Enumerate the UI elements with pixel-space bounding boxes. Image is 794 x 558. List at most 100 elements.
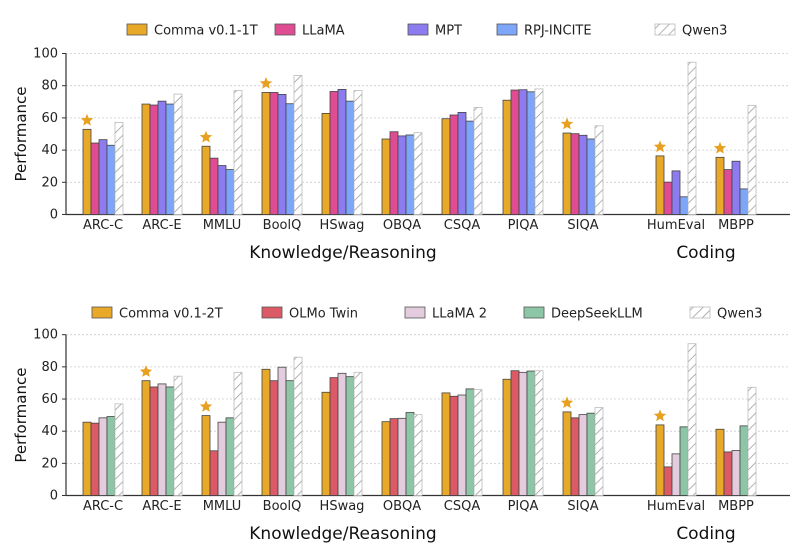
bar-piqa-3 [518, 89, 528, 215]
bar-siqa-2 [570, 417, 580, 496]
bar-siqa-1 [562, 132, 572, 215]
star-icon [199, 400, 213, 412]
legend-swatch [126, 23, 148, 36]
bar-boolq-2 [269, 92, 279, 215]
y-tick-label: 40 [41, 424, 58, 439]
bar-csqa-5 [473, 388, 483, 496]
bar-hswag-1 [321, 112, 331, 215]
x-tick-label: ARC-E [142, 499, 181, 514]
group-label: Coding [676, 524, 735, 544]
bar-mbpp-5 [747, 386, 757, 496]
bar-boolq-3 [277, 366, 287, 496]
legend-label: Qwen3 [682, 24, 727, 39]
x-tick-label: SIQA [567, 218, 598, 233]
bar-piqa-5 [534, 370, 544, 496]
bar-humeval-5 [687, 61, 697, 215]
bar-hswag-5 [353, 90, 363, 215]
bar-mbpp-5 [747, 104, 757, 215]
bar-humeval-3 [671, 170, 681, 215]
bar-mbpp-1 [715, 428, 725, 496]
star-icon [560, 396, 574, 409]
bar-csqa-2 [449, 114, 459, 215]
legend-swatch [689, 306, 711, 319]
x-tick-label: MBPP [718, 218, 754, 233]
bar-obqa-5 [413, 414, 423, 496]
bar-csqa-3 [457, 112, 467, 215]
bar-arc-e-1 [141, 380, 151, 496]
bar-humeval-3 [671, 453, 681, 496]
bar-mbpp-4 [739, 188, 749, 215]
bar-hswag-5 [353, 371, 363, 496]
x-tick-label: BoolQ [263, 499, 302, 514]
y-tick-label: 80 [41, 79, 58, 94]
bar-mmlu-4 [225, 169, 235, 215]
bar-siqa-4 [586, 412, 596, 496]
y-axis-label: Performance [12, 86, 30, 181]
bar-mbpp-1 [715, 156, 725, 215]
bar-csqa-2 [449, 395, 459, 496]
bar-arc-e-5 [173, 375, 183, 496]
bar-arc-c-3 [98, 417, 108, 496]
x-tick-label: PIQA [508, 218, 539, 233]
y-tick-label: 100 [33, 47, 58, 62]
bar-arc-c-3 [98, 139, 108, 215]
bar-mmlu-5 [233, 371, 243, 496]
star-icon [653, 409, 667, 422]
star-icon [259, 77, 273, 89]
legend-swatch [274, 23, 296, 36]
legend-swatch [496, 23, 518, 36]
legend-label: LLaMA [302, 24, 345, 39]
legend-label: Comma v0.1-2T [119, 307, 223, 322]
star-icon [199, 130, 213, 143]
x-tick-label: ARC-C [83, 218, 123, 233]
bar-arc-c-5 [114, 403, 124, 496]
bar-humeval-4 [679, 196, 689, 215]
bar-obqa-4 [405, 412, 415, 496]
bar-piqa-1 [502, 99, 512, 215]
bar-hswag-3 [337, 372, 347, 496]
bar-mmlu-4 [225, 417, 235, 496]
chart-panel-1: 0 20 40 60 80 100 Performance ARC-C ARC-E MMLU Boo… [12, 23, 790, 263]
bar-hswag-1 [321, 391, 331, 496]
bar-arc-e-4 [165, 386, 175, 496]
legend-label: RPJ-INCITE [524, 24, 592, 39]
bar-piqa-5 [534, 88, 544, 215]
y-tick-label: 20 [41, 456, 58, 471]
bar-siqa-3 [578, 414, 588, 496]
legend-label: MPT [435, 24, 462, 39]
bar-boolq-5 [293, 74, 303, 215]
bar-csqa-3 [457, 394, 467, 496]
bar-mmlu-1 [201, 415, 211, 496]
bar-piqa-2 [510, 89, 520, 215]
star-icon [713, 141, 727, 154]
star-icon [653, 140, 667, 153]
x-tick-label: HumEval [647, 499, 705, 514]
group-label: Coding [676, 243, 735, 263]
legend: Comma v0.1-1T LLaMA MPT RPJ-INCITE Qwen3 [126, 23, 727, 39]
bar-siqa-4 [586, 138, 596, 215]
x-tick-label: MMLU [203, 218, 242, 233]
bar-arc-c-5 [114, 122, 124, 215]
bar-mmlu-2 [209, 450, 219, 496]
legend-swatch [523, 306, 545, 319]
bar-arc-c-4 [106, 416, 116, 496]
legend: Comma v0.1-2T OLMo Twin LLaMA 2 DeepSeekLLM… [91, 306, 762, 322]
y-axis-label: Performance [12, 368, 30, 463]
bar-obqa-2 [389, 418, 399, 496]
bar-obqa-3 [397, 417, 407, 496]
bar-obqa-3 [397, 135, 407, 215]
bar-mbpp-2 [723, 451, 733, 496]
bar-arc-c-1 [82, 421, 92, 496]
x-tick-label: OBQA [383, 499, 421, 514]
x-tick-label: HSwag [320, 499, 365, 514]
bar-obqa-4 [405, 134, 415, 215]
bar-siqa-3 [578, 134, 588, 215]
bar-obqa-5 [413, 132, 423, 215]
legend-label: DeepSeekLLM [551, 307, 643, 322]
bar-mmlu-3 [217, 421, 227, 496]
x-tick-label: HumEval [647, 218, 705, 233]
chart-panel-2: 0 20 40 60 80 100 Performance ARC-C ARC-E MMLU Boo… [12, 306, 790, 544]
bar-csqa-4 [465, 120, 475, 215]
bar-hswag-3 [337, 89, 347, 215]
